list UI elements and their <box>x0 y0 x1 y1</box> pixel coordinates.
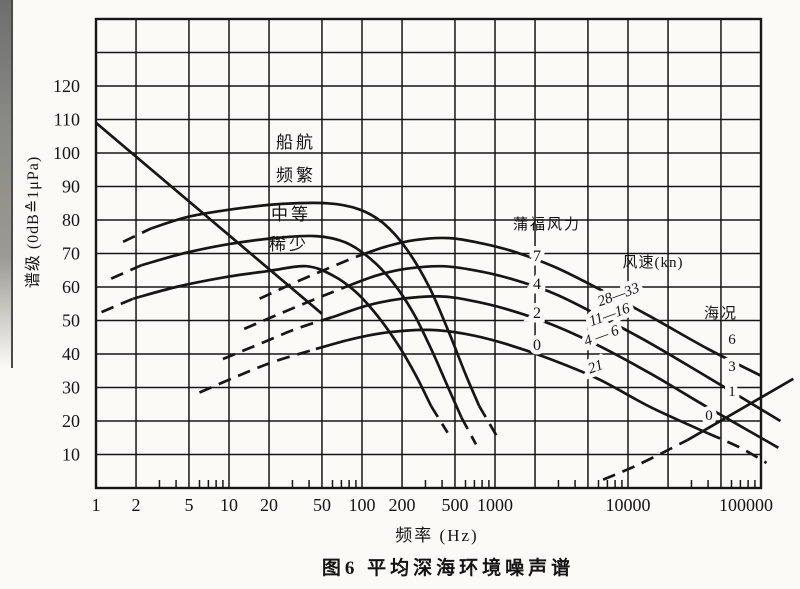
x-tick-label: 5 <box>184 495 193 515</box>
x-tick-label: 10 <box>220 495 238 515</box>
x-tick-label: 1000 <box>477 495 513 515</box>
shipping-heavy-curve-solid <box>150 201 481 407</box>
x-tick-label: 20 <box>260 495 278 515</box>
annotation-label: 1 <box>728 384 736 400</box>
shipping-heavy-curve-dashed <box>477 405 499 439</box>
y-tick-label: 60 <box>62 277 80 297</box>
thermal-noise-curve-solid <box>686 377 794 442</box>
shipping-light-curve-dashed <box>100 297 134 314</box>
annotation-label: 0 <box>533 337 541 354</box>
x-axis-title: 频率 (Hz) <box>395 526 478 545</box>
x-tick-label: 10000 <box>606 495 651 515</box>
x-tick-label: 100 <box>349 495 376 515</box>
annotation-label: 风速(kn) <box>623 254 684 271</box>
x-tick-label: 2 <box>132 495 141 515</box>
figure-caption: 图6 平均深海环境噪声谱 <box>322 556 574 579</box>
wind-beaufort-7-curve-solid <box>355 236 762 378</box>
y-tick-label: 30 <box>62 378 80 398</box>
shipping-moderate-curve-dashed <box>110 263 143 280</box>
annotation-label: 0 <box>705 408 713 424</box>
data-curves <box>95 121 794 481</box>
wind-beaufort-4-curve-solid <box>344 264 782 423</box>
axis-minor-ticks <box>158 480 756 488</box>
wind-beaufort-7-curve-dashed <box>259 255 357 300</box>
y-tick-label: 100 <box>53 143 80 163</box>
plot-frame <box>94 17 763 490</box>
annotation-label: 海况 <box>704 305 738 322</box>
grid-lines <box>96 19 761 488</box>
y-tick-label: 40 <box>62 344 80 364</box>
scan-edge-artifact <box>0 0 13 368</box>
y-tick-label: 70 <box>62 244 80 264</box>
annotation-label: 蒲福风力 <box>513 216 581 233</box>
wind-beaufort-4-curve-dashed <box>243 285 346 331</box>
annotation-label: 中等 <box>271 205 311 224</box>
y-tick-label: 20 <box>62 411 80 431</box>
shipping-light-curve-solid <box>132 264 433 407</box>
annotation-label: 频繁 <box>276 166 316 185</box>
wind-beaufort-0-curve-dashed <box>707 432 768 465</box>
low-frequency-noise-curve-solid <box>95 121 323 315</box>
y-tick-label: 90 <box>62 177 80 197</box>
y-tick-label: 10 <box>62 445 80 465</box>
y-tick-label: 110 <box>54 110 80 130</box>
annotation-label: 3 <box>728 359 736 375</box>
annotation-label: 船航 <box>276 133 316 152</box>
shipping-moderate-curve-dashed <box>460 416 478 446</box>
x-tick-label: 100000 <box>719 495 773 515</box>
wind-beaufort-0-curve-solid <box>315 328 709 435</box>
x-tick-label: 500 <box>441 495 468 515</box>
wind-beaufort-2-curve-solid <box>332 295 779 449</box>
y-tick-label: 80 <box>62 210 80 230</box>
annotation-label: 7 <box>533 248 541 265</box>
x-tick-label: 200 <box>389 495 416 515</box>
wind-beaufort-0-curve-dashed <box>198 347 317 394</box>
annotation-label: 4 <box>533 276 541 293</box>
x-tick-label: 50 <box>313 495 331 515</box>
y-tick-label: 50 <box>62 311 80 331</box>
x-tick-label: 1 <box>92 495 101 515</box>
shipping-heavy-curve-dashed <box>122 227 152 244</box>
annotation-label: 6 <box>728 332 736 348</box>
shipping-moderate-curve-solid <box>141 234 463 419</box>
y-tick-label: 120 <box>53 76 80 96</box>
annotation-label: 稀少 <box>269 235 309 254</box>
shipping-light-curve-dashed <box>429 405 449 434</box>
thermal-noise-curve-dashed <box>602 438 689 481</box>
y-axis-title: 谱级 (0dB≙1μPa) <box>24 156 42 288</box>
wind-beaufort-2-curve-dashed <box>222 315 333 361</box>
plot-border <box>94 17 763 490</box>
annotation-label: 2 <box>533 305 541 322</box>
